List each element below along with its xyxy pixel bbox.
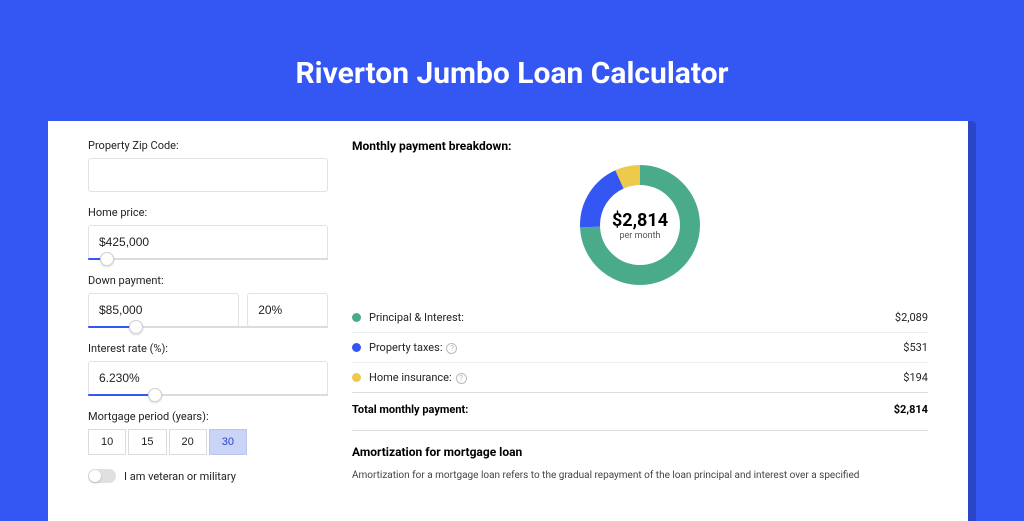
donut-chart-wrap: $2,814 per month bbox=[352, 165, 928, 285]
mortgage-period-buttons: 10152030 bbox=[88, 429, 328, 455]
period-button-10[interactable]: 10 bbox=[88, 429, 126, 455]
down-payment-pct-input[interactable] bbox=[247, 293, 328, 327]
donut-center-sub: per month bbox=[619, 231, 660, 241]
amortization-title: Amortization for mortgage loan bbox=[352, 445, 928, 459]
slider-thumb[interactable] bbox=[148, 388, 162, 402]
donut-center-value: $2,814 bbox=[612, 210, 668, 231]
legend-label: Property taxes:? bbox=[369, 341, 903, 354]
calculator-card: Property Zip Code: Home price: Down paym… bbox=[48, 121, 968, 521]
down-payment-label: Down payment: bbox=[88, 274, 328, 287]
amortization-text: Amortization for a mortgage loan refers … bbox=[352, 469, 928, 483]
form-panel: Property Zip Code: Home price: Down paym… bbox=[88, 139, 328, 521]
breakdown-title: Monthly payment breakdown: bbox=[352, 139, 928, 153]
down-payment-slider[interactable] bbox=[88, 326, 328, 328]
zip-input[interactable] bbox=[88, 158, 328, 192]
legend-value: $531 bbox=[903, 341, 928, 354]
info-icon[interactable]: ? bbox=[446, 343, 457, 354]
donut-chart: $2,814 per month bbox=[580, 165, 700, 285]
legend-total-row: Total monthly payment: $2,814 bbox=[352, 392, 928, 430]
legend-row-principal_interest: Principal & Interest:$2,089 bbox=[352, 303, 928, 333]
home-price-block: Home price: bbox=[88, 206, 328, 260]
veteran-toggle-row: I am veteran or military bbox=[88, 469, 328, 483]
interest-rate-input[interactable] bbox=[88, 361, 328, 395]
home-price-slider[interactable] bbox=[88, 258, 328, 260]
period-button-15[interactable]: 15 bbox=[128, 429, 166, 455]
interest-rate-block: Interest rate (%): bbox=[88, 342, 328, 396]
legend-row-home_insurance: Home insurance:?$194 bbox=[352, 363, 928, 392]
total-label: Total monthly payment: bbox=[352, 403, 894, 416]
period-button-20[interactable]: 20 bbox=[169, 429, 207, 455]
breakdown-panel: Monthly payment breakdown: $2,814 per mo… bbox=[352, 139, 928, 521]
slider-thumb[interactable] bbox=[129, 320, 143, 334]
legend-value: $2,089 bbox=[895, 311, 928, 324]
legend-row-property_taxes: Property taxes:?$531 bbox=[352, 333, 928, 363]
interest-rate-label: Interest rate (%): bbox=[88, 342, 328, 355]
veteran-label: I am veteran or military bbox=[124, 470, 236, 483]
page-title: Riverton Jumbo Loan Calculator bbox=[48, 56, 976, 91]
period-button-30[interactable]: 30 bbox=[209, 429, 247, 455]
legend-label: Principal & Interest: bbox=[369, 311, 895, 324]
home-price-input[interactable] bbox=[88, 225, 328, 259]
veteran-toggle[interactable] bbox=[88, 469, 116, 483]
legend-dot-icon bbox=[352, 313, 361, 322]
interest-rate-slider[interactable] bbox=[88, 394, 328, 396]
home-price-label: Home price: bbox=[88, 206, 328, 219]
legend-dot-icon bbox=[352, 373, 361, 382]
slider-thumb[interactable] bbox=[100, 252, 114, 266]
down-payment-input[interactable] bbox=[88, 293, 239, 327]
legend-dot-icon bbox=[352, 343, 361, 352]
mortgage-period-label: Mortgage period (years): bbox=[88, 410, 328, 423]
zip-label: Property Zip Code: bbox=[88, 139, 328, 152]
legend: Principal & Interest:$2,089Property taxe… bbox=[352, 303, 928, 392]
legend-label: Home insurance:? bbox=[369, 371, 903, 384]
down-payment-block: Down payment: bbox=[88, 274, 328, 328]
legend-value: $194 bbox=[903, 371, 928, 384]
slider-fill bbox=[88, 394, 155, 396]
zip-field-block: Property Zip Code: bbox=[88, 139, 328, 192]
total-value: $2,814 bbox=[894, 403, 928, 416]
amortization-section: Amortization for mortgage loan Amortizat… bbox=[352, 430, 928, 483]
info-icon[interactable]: ? bbox=[456, 373, 467, 384]
mortgage-period-block: Mortgage period (years): 10152030 bbox=[88, 410, 328, 455]
